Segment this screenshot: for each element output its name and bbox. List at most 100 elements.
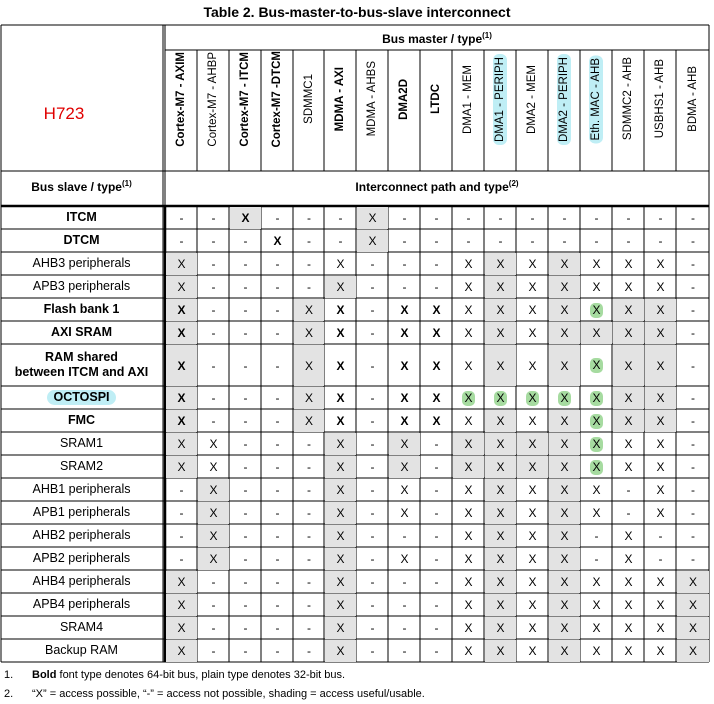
table-cell: X (581, 276, 612, 298)
cell-value: - (434, 211, 439, 225)
table-cell: X (453, 322, 484, 344)
cell-value: X (688, 644, 697, 658)
cell-value: X (496, 460, 505, 474)
table-cell: X (581, 322, 612, 344)
row-label: SRAM4 (1, 616, 162, 639)
cell-value: X (592, 257, 601, 271)
footnote-text: “X” = access possible, “-” = access not … (32, 688, 425, 700)
cell-value: - (658, 552, 663, 566)
master-header-label: USBHS1 - AHB (654, 59, 666, 139)
table-cell: - (357, 640, 388, 662)
table-cell: X (485, 322, 516, 344)
table-cell: - (677, 253, 709, 275)
master-header-label: Cortex-M7 - AXIM (175, 51, 187, 147)
table-cell: - (357, 276, 388, 298)
row-label: ITCM (1, 206, 162, 229)
table-cell: X (453, 594, 484, 616)
cell-value: X (560, 529, 569, 543)
table-cell: X (453, 433, 484, 455)
footnote-text: font type denotes 64-bit bus, plain type… (56, 669, 346, 681)
cell-value: - (434, 644, 439, 658)
cell-value: X (304, 303, 313, 317)
table-cell: X (549, 322, 580, 344)
cell-value: - (691, 437, 695, 451)
table-cell: X (581, 410, 612, 432)
table-cell: - (677, 433, 709, 455)
row-label-text: AHB3 peripherals (32, 256, 131, 270)
master-header-label: MDMA - AHBS (366, 61, 378, 137)
cell-value: - (243, 257, 248, 271)
cell-value: X (177, 391, 186, 405)
cell-value: - (275, 598, 280, 612)
master-header: DMA2D (388, 27, 420, 171)
cell-value: - (211, 326, 216, 340)
table-cell: - (198, 594, 229, 616)
table-cell: - (262, 345, 293, 386)
table-cell: X (517, 548, 548, 570)
cell-value: X (177, 621, 186, 635)
cell-value: - (275, 280, 280, 294)
cell-value: X (177, 326, 186, 340)
row-label: AXI SRAM (1, 321, 162, 344)
table-cell: - (517, 230, 548, 252)
cell-value: X (592, 280, 601, 294)
table-cell: X (294, 410, 324, 432)
cell-value: X (496, 483, 505, 497)
table-cell: - (294, 456, 324, 478)
table-cell: - (198, 230, 229, 252)
cell-value: X (177, 437, 186, 451)
table-cell: X (166, 456, 197, 478)
cell-value: X (432, 414, 441, 428)
master-header: DMA2 - MEM (516, 27, 548, 171)
table-cell: X (549, 617, 580, 639)
table-cell: X (517, 617, 548, 639)
table-cell: X (549, 548, 580, 570)
table-cell: X (262, 230, 293, 252)
table-cell: - (198, 207, 229, 229)
table-cell: - (294, 525, 324, 547)
cell-value: X (336, 358, 345, 373)
table-cell: - (581, 548, 612, 570)
cell-value: - (434, 552, 439, 566)
row-label: OCTOSPI (1, 386, 162, 409)
cell-value: X (336, 303, 345, 317)
table-cell: X (581, 299, 612, 321)
cell-value: X (560, 598, 569, 612)
row-label-text: SRAM1 (59, 436, 104, 450)
table-cell: - (421, 479, 452, 501)
table-cell: X (517, 387, 548, 409)
cell-value: - (402, 257, 407, 271)
table-cell: - (357, 502, 388, 524)
table-cell: X (645, 433, 676, 455)
cell-value: X (656, 483, 665, 497)
table-cell: - (230, 410, 261, 432)
cell-value: - (530, 211, 535, 225)
table-cell: X (166, 345, 197, 386)
cell-value: X (592, 621, 601, 635)
table-cell: X (166, 433, 197, 455)
cell-value: - (275, 437, 280, 451)
bus-master-header: Bus master / type(1) (382, 31, 492, 46)
table-cell: X (517, 502, 548, 524)
cell-value: - (658, 529, 663, 543)
cell-value: - (275, 644, 280, 658)
table-cell: - (453, 207, 484, 229)
cell-value: X (656, 460, 665, 474)
table-cell: X (325, 253, 356, 275)
table-cell: X (198, 433, 229, 455)
row-label: APB1 peripherals (1, 501, 162, 524)
cell-value: X (560, 358, 569, 373)
cell-value: X (464, 326, 473, 340)
table-cell: - (677, 276, 709, 298)
table-cell: - (357, 410, 388, 432)
cell-value: - (307, 483, 311, 497)
cell-value: X (496, 506, 505, 520)
table-cell: X (613, 345, 644, 386)
table-cell: - (262, 433, 293, 455)
table-cell: X (549, 502, 580, 524)
cell-value: X (656, 575, 665, 589)
table-cell: - (453, 230, 484, 252)
table-cell: X (453, 253, 484, 275)
cell-value: X (560, 437, 569, 451)
table-cell: X (549, 253, 580, 275)
